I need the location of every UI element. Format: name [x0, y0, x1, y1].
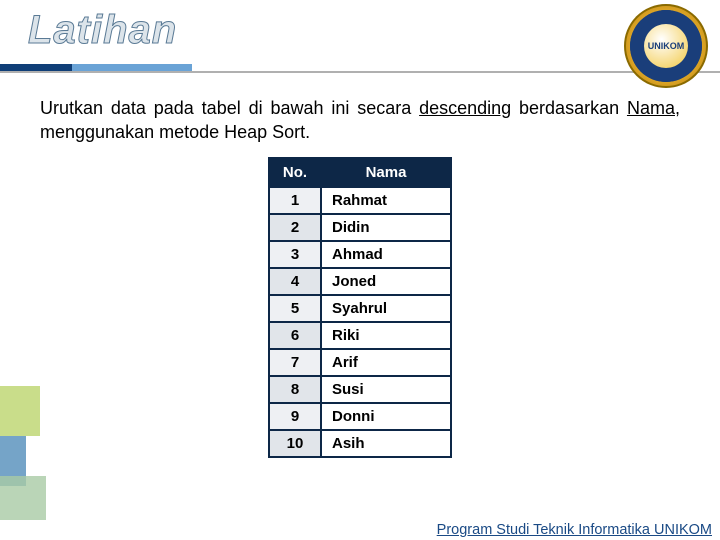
cell-nama: Joned [321, 268, 451, 295]
corner-deco [0, 386, 56, 526]
cell-nama: Susi [321, 376, 451, 403]
table-row: 1Rahmat [269, 187, 451, 214]
cell-no: 3 [269, 241, 321, 268]
cell-nama: Syahrul [321, 295, 451, 322]
cell-no: 6 [269, 322, 321, 349]
header-rule-dark [0, 64, 72, 71]
data-table: No. Nama 1Rahmat2Didin3Ahmad4Joned5Syahr… [268, 157, 452, 458]
cell-nama: Arif [321, 349, 451, 376]
header: Latihan UNIKOM [0, 0, 720, 78]
instruction-text: Urutkan data pada tabel di bawah ini sec… [40, 96, 680, 145]
col-header-nama: Nama [321, 158, 451, 187]
content-area: Urutkan data pada tabel di bawah ini sec… [0, 78, 720, 458]
cell-no: 2 [269, 214, 321, 241]
table-row: 5Syahrul [269, 295, 451, 322]
header-rule-gray [0, 71, 720, 73]
cell-nama: Asih [321, 430, 451, 457]
cell-nama: Didin [321, 214, 451, 241]
cell-nama: Rahmat [321, 187, 451, 214]
cell-no: 7 [269, 349, 321, 376]
cell-nama: Riki [321, 322, 451, 349]
slide: Latihan UNIKOM Urutkan data pada tabel d… [0, 0, 720, 540]
cell-no: 10 [269, 430, 321, 457]
deco-block-1 [0, 386, 40, 436]
header-rule-light [72, 64, 192, 71]
footer-text: Program Studi Teknik Informatika UNIKOM [437, 522, 712, 538]
logo-icon: UNIKOM [624, 4, 708, 88]
table-row: 10Asih [269, 430, 451, 457]
table-row: 7Arif [269, 349, 451, 376]
table-row: 9Donni [269, 403, 451, 430]
instr-prefix: Urutkan data pada tabel di bawah ini sec… [40, 98, 419, 118]
cell-nama: Donni [321, 403, 451, 430]
cell-nama: Ahmad [321, 241, 451, 268]
instr-emph-descending: descending [419, 98, 511, 118]
cell-no: 4 [269, 268, 321, 295]
table-row: 6Riki [269, 322, 451, 349]
deco-block-3 [0, 476, 46, 520]
table-container: No. Nama 1Rahmat2Didin3Ahmad4Joned5Syahr… [40, 157, 680, 458]
table-row: 8Susi [269, 376, 451, 403]
page-title: Latihan [28, 8, 177, 53]
cell-no: 1 [269, 187, 321, 214]
table-header-row: No. Nama [269, 158, 451, 187]
table-row: 2Didin [269, 214, 451, 241]
instr-mid: berdasarkan [511, 98, 627, 118]
cell-no: 8 [269, 376, 321, 403]
table-row: 3Ahmad [269, 241, 451, 268]
col-header-no: No. [269, 158, 321, 187]
cell-no: 5 [269, 295, 321, 322]
table-row: 4Joned [269, 268, 451, 295]
instr-emph-nama: Nama [627, 98, 675, 118]
logo-text: UNIKOM [644, 24, 688, 68]
cell-no: 9 [269, 403, 321, 430]
